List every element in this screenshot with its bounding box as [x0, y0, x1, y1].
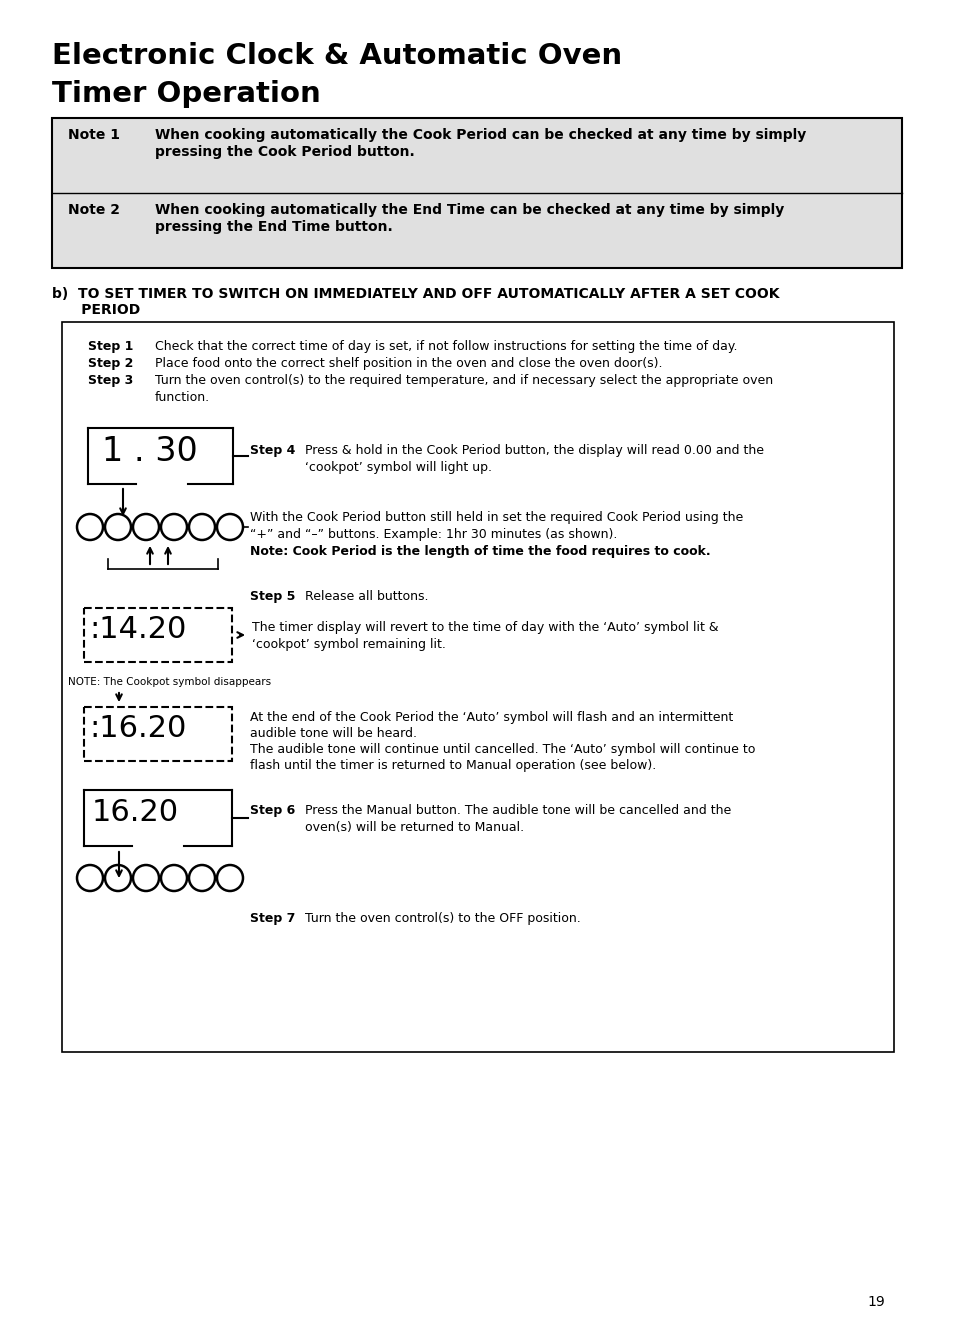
Text: Release all buttons.: Release all buttons.	[305, 591, 428, 603]
Text: The timer display will revert to the time of day with the ‘Auto’ symbol lit &: The timer display will revert to the tim…	[252, 621, 718, 635]
Text: Press the Manual button. The audible tone will be cancelled and the: Press the Manual button. The audible ton…	[305, 804, 731, 818]
Text: The audible tone will continue until cancelled. The ‘Auto’ symbol will continue : The audible tone will continue until can…	[250, 743, 755, 756]
Text: Check that the correct time of day is set, if not follow instructions for settin: Check that the correct time of day is se…	[154, 339, 737, 353]
Text: Step 2: Step 2	[88, 357, 133, 370]
Text: NOTE: The Cookpot symbol disappears: NOTE: The Cookpot symbol disappears	[68, 677, 271, 687]
Text: ‘cookpot’ symbol will light up.: ‘cookpot’ symbol will light up.	[305, 461, 492, 474]
Text: audible tone will be heard.: audible tone will be heard.	[250, 727, 416, 740]
Text: Step 7: Step 7	[250, 912, 295, 925]
Text: pressing the End Time button.: pressing the End Time button.	[154, 220, 393, 234]
Text: Step 5: Step 5	[250, 591, 295, 603]
Text: PERIOD: PERIOD	[52, 303, 140, 317]
Text: :16.20: :16.20	[89, 713, 186, 743]
Text: Note 2: Note 2	[68, 203, 120, 216]
Text: ‘cookpot’ symbol remaining lit.: ‘cookpot’ symbol remaining lit.	[252, 639, 445, 651]
Text: 19: 19	[866, 1295, 884, 1309]
Text: oven(s) will be returned to Manual.: oven(s) will be returned to Manual.	[305, 822, 523, 834]
Text: b)  TO SET TIMER TO SWITCH ON IMMEDIATELY AND OFF AUTOMATICALLY AFTER A SET COOK: b) TO SET TIMER TO SWITCH ON IMMEDIATELY…	[52, 287, 779, 301]
Text: Step 4: Step 4	[250, 444, 295, 457]
Text: “+” and “–” buttons. Example: 1hr 30 minutes (as shown).: “+” and “–” buttons. Example: 1hr 30 min…	[250, 528, 617, 541]
Text: When cooking automatically the Cook Period can be checked at any time by simply: When cooking automatically the Cook Peri…	[154, 128, 805, 142]
Bar	[84, 707, 232, 762]
Text: function.: function.	[154, 391, 210, 403]
Text: Turn the oven control(s) to the OFF position.: Turn the oven control(s) to the OFF posi…	[305, 912, 580, 925]
Text: flash until the timer is returned to Manual operation (see below).: flash until the timer is returned to Man…	[250, 759, 656, 772]
Bar	[62, 322, 893, 1051]
Bar	[84, 608, 232, 663]
Text: Timer Operation: Timer Operation	[52, 80, 320, 108]
Text: Step 3: Step 3	[88, 374, 133, 387]
Text: Press & hold in the Cook Period button, the display will read 0.00 and the: Press & hold in the Cook Period button, …	[305, 444, 763, 457]
Text: pressing the Cook Period button.: pressing the Cook Period button.	[154, 146, 415, 159]
Text: Electronic Clock & Automatic Oven: Electronic Clock & Automatic Oven	[52, 41, 621, 69]
Text: 1 . 30: 1 . 30	[102, 436, 197, 468]
Text: Step 6: Step 6	[250, 804, 294, 818]
Text: At the end of the Cook Period the ‘Auto’ symbol will flash and an intermittent: At the end of the Cook Period the ‘Auto’…	[250, 711, 733, 724]
Text: 16.20: 16.20	[91, 798, 179, 827]
Text: Note: Cook Period is the length of time the food requires to cook.: Note: Cook Period is the length of time …	[250, 545, 710, 558]
Text: Place food onto the correct shelf position in the oven and close the oven door(s: Place food onto the correct shelf positi…	[154, 357, 661, 370]
Text: :14.20: :14.20	[89, 615, 186, 644]
Text: Note 1: Note 1	[68, 128, 120, 142]
Text: With the Cook Period button still held in set the required Cook Period using the: With the Cook Period button still held i…	[250, 510, 742, 524]
Bar	[52, 118, 901, 269]
Text: Step 1: Step 1	[88, 339, 133, 353]
Text: When cooking automatically the End Time can be checked at any time by simply: When cooking automatically the End Time …	[154, 203, 783, 216]
Text: Turn the oven control(s) to the required temperature, and if necessary select th: Turn the oven control(s) to the required…	[154, 374, 772, 387]
